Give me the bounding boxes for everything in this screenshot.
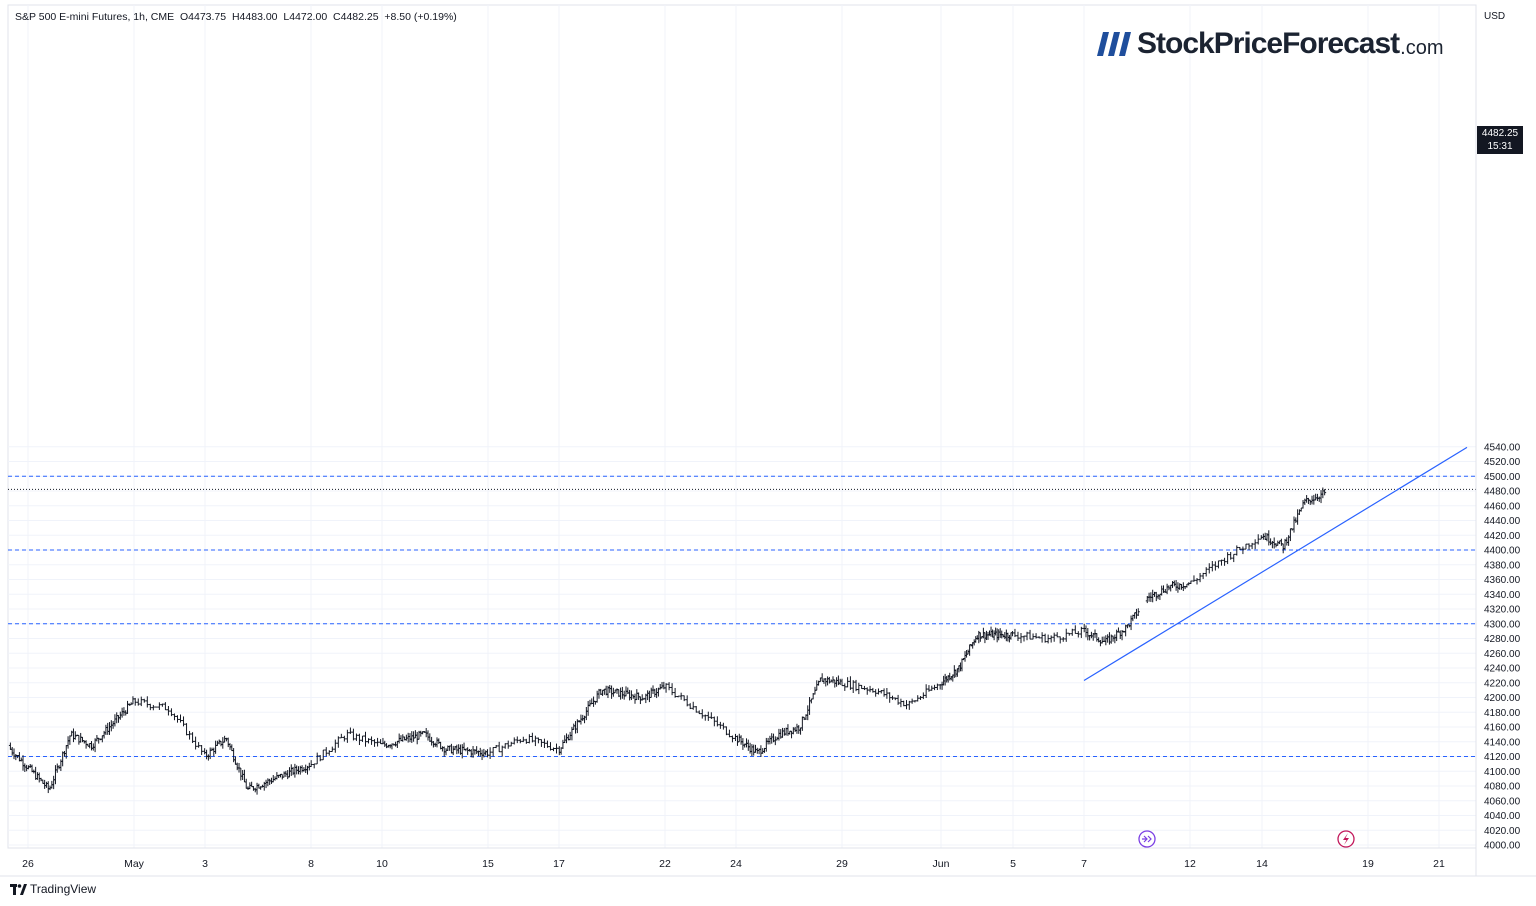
price-tick-label: 4420.00 — [1484, 531, 1521, 542]
time-tick-label: May — [124, 858, 145, 870]
last-price-tag: 4482.25 15:31 — [1477, 126, 1523, 154]
close-value: 4482.25 — [340, 11, 379, 23]
price-tick-label: 4100.00 — [1484, 767, 1521, 778]
time-tick-label: 26 — [22, 858, 34, 870]
tradingview-brand[interactable]: TradingView — [10, 882, 96, 896]
low-value: 4472.00 — [289, 11, 328, 23]
price-tick-label: 4360.00 — [1484, 575, 1521, 586]
time-tick-label: 24 — [730, 858, 742, 870]
price-tick-label: 4040.00 — [1484, 811, 1521, 822]
time-tick-label: 3 — [202, 858, 208, 870]
last-price-value: 4482.25 — [1481, 128, 1519, 139]
close-label: C — [333, 11, 341, 23]
time-tick-label: 8 — [308, 858, 314, 870]
symbol-title: S&P 500 E-mini Futures, 1h, CME — [15, 11, 175, 23]
chart-grid — [7, 4, 1477, 849]
price-tick-label: 4200.00 — [1484, 693, 1521, 704]
time-axis[interactable]: 26 May 3 8 10 15 17 22 24 29 Jun 5 7 12 14 19 21 — [0, 847, 1536, 877]
price-axis[interactable]: 4000.00 4020.00 4040.00 4060.00 4080.00 4100.… — [1475, 5, 1521, 876]
change-value: +8.50 (+0.19%) — [384, 11, 457, 23]
time-tick-label: 7 — [1081, 858, 1087, 870]
high-label: H — [231, 11, 240, 23]
low-label: L — [283, 11, 290, 23]
price-tick-label: 4460.00 — [1484, 501, 1521, 512]
currency-label[interactable]: USD — [1484, 11, 1506, 22]
time-tick-label: 17 — [553, 858, 565, 870]
time-tick-label: 15 — [482, 858, 494, 870]
price-tick-label: 4220.00 — [1484, 678, 1521, 689]
time-tick-label: 29 — [836, 858, 848, 870]
price-tick-label: 4280.00 — [1484, 634, 1521, 645]
logo: StockPriceForecast .com — [1097, 26, 1443, 62]
dividend-icon[interactable] — [1138, 830, 1156, 848]
price-tick-label: 4300.00 — [1484, 619, 1521, 630]
support-trendline[interactable] — [1083, 446, 1468, 682]
time-tick-label: Jun — [933, 858, 950, 870]
horizontal-levels — [8, 475, 1476, 757]
price-tick-label: 4140.00 — [1484, 737, 1521, 748]
price-tick-label: 4000.00 — [1484, 841, 1521, 852]
bar-countdown: 15:31 — [1487, 141, 1513, 152]
time-tick-label: 12 — [1184, 858, 1196, 870]
price-tick-label: 4180.00 — [1484, 708, 1521, 719]
time-tick-label: 5 — [1010, 858, 1016, 870]
high-value: 4483.00 — [239, 11, 278, 23]
price-tick-label: 4020.00 — [1484, 826, 1521, 837]
open-value: 4473.75 — [188, 11, 227, 23]
time-tick-label: 21 — [1433, 858, 1445, 870]
price-tick-label: 4320.00 — [1484, 605, 1521, 616]
time-tick-label: 10 — [376, 858, 388, 870]
logo-stripes-icon — [1097, 32, 1131, 56]
event-icons[interactable] — [1138, 830, 1355, 848]
price-tick-label: 4240.00 — [1484, 664, 1521, 675]
time-tick-label: 14 — [1256, 858, 1268, 870]
price-tick-label: 4120.00 — [1484, 752, 1521, 763]
price-tick-label: 4540.00 — [1484, 442, 1521, 453]
logo-main-text: StockPriceForecast — [1137, 27, 1400, 60]
flash-icon[interactable] — [1337, 830, 1355, 848]
price-tick-label: 4520.00 — [1484, 457, 1521, 468]
price-tick-label: 4500.00 — [1484, 472, 1521, 483]
price-tick-label: 4160.00 — [1484, 723, 1521, 734]
open-label: O — [179, 11, 189, 23]
tradingview-icon — [10, 883, 27, 895]
ohlc-bars — [8, 487, 1327, 795]
time-tick-label: 22 — [659, 858, 671, 870]
trendline[interactable] — [1083, 446, 1468, 682]
symbol-header: S&P 500 E-mini Futures, 1h, CME O4473.75… — [15, 11, 457, 23]
time-tick-label: 19 — [1362, 858, 1374, 870]
price-tick-label: 4080.00 — [1484, 782, 1521, 793]
logo-domain-text: .com — [1400, 36, 1444, 59]
price-tick-label: 4060.00 — [1484, 796, 1521, 807]
price-tick-label: 4400.00 — [1484, 546, 1521, 557]
price-tick-label: 4340.00 — [1484, 590, 1521, 601]
tradingview-label: TradingView — [30, 882, 97, 896]
price-tick-label: 4260.00 — [1484, 649, 1521, 660]
price-tick-label: 4480.00 — [1484, 487, 1521, 498]
plot-frame — [7, 4, 1477, 849]
price-tick-label: 4440.00 — [1484, 516, 1521, 527]
price-tick-label: 4380.00 — [1484, 560, 1521, 571]
